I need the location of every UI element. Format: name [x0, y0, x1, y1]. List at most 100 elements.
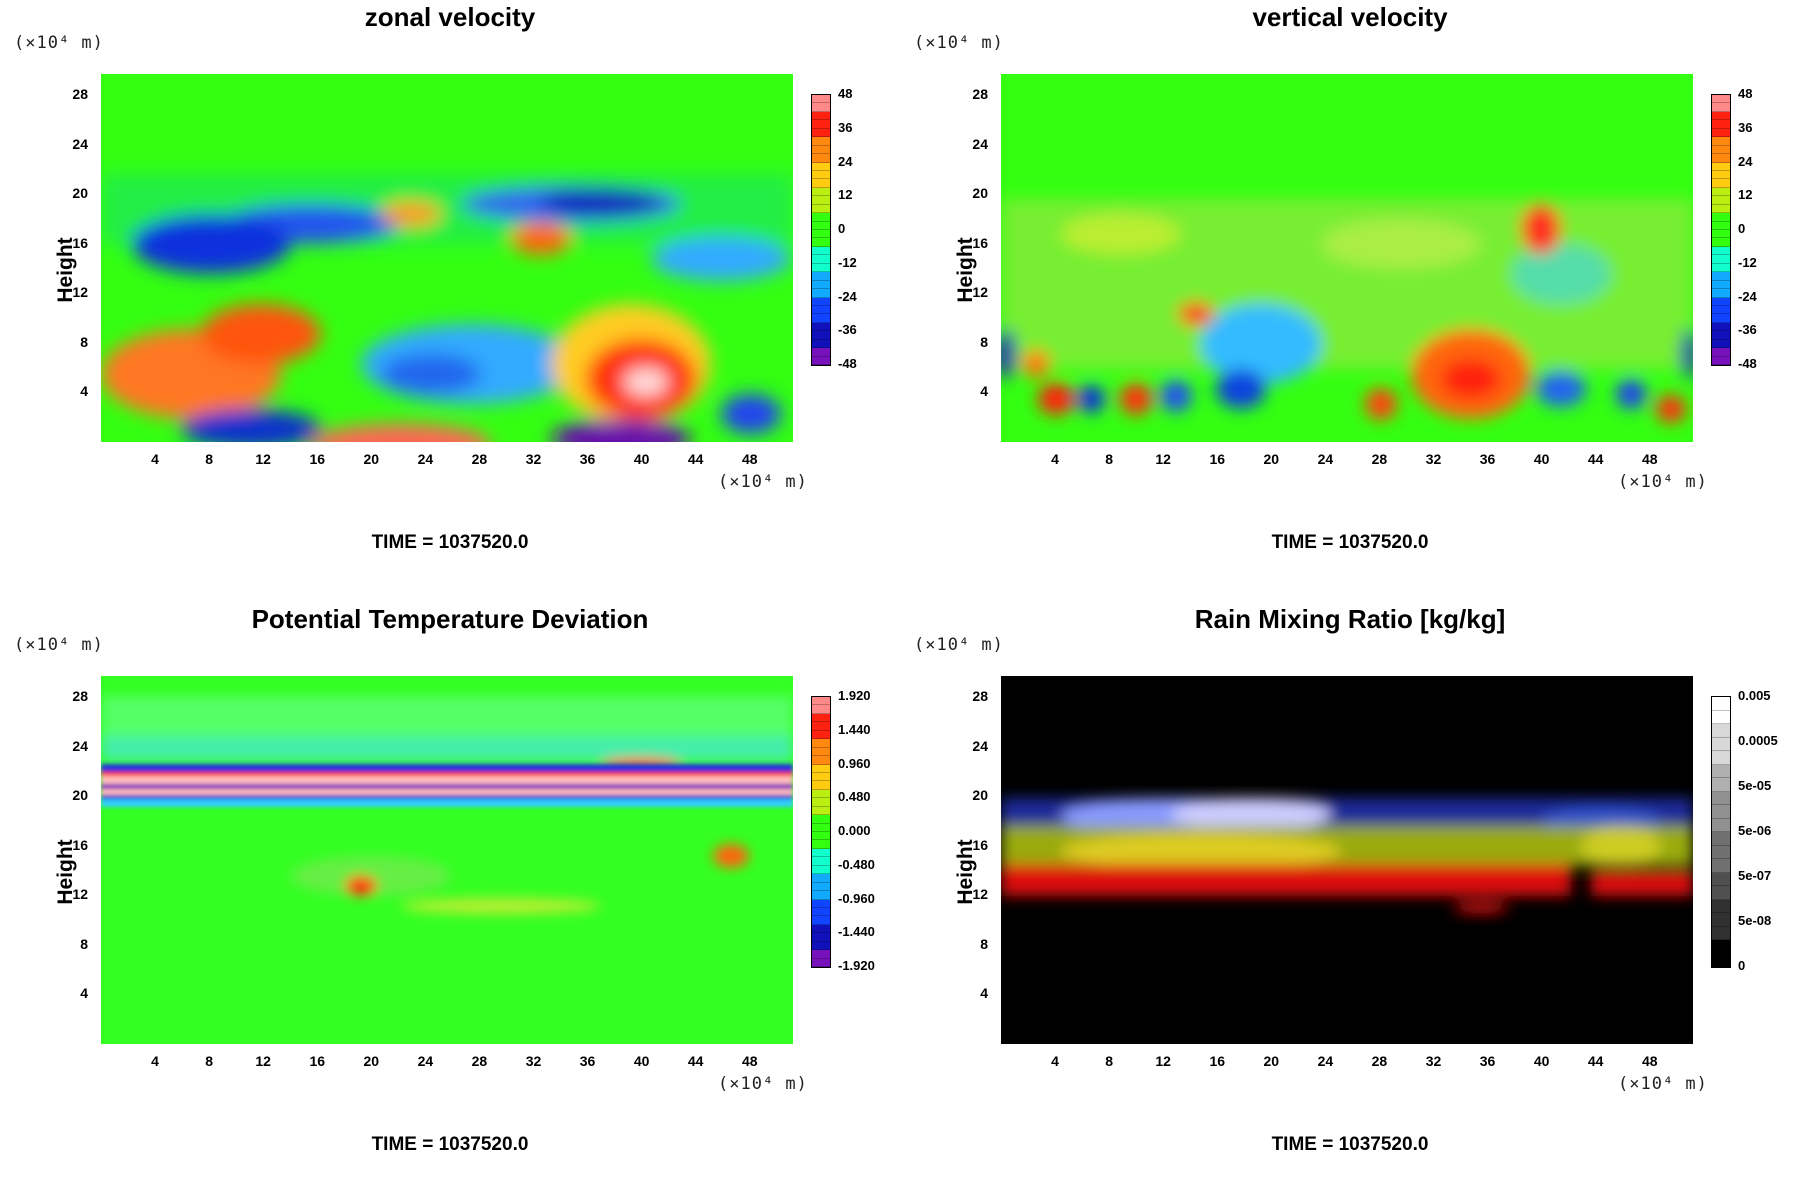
colorbar-swatch — [812, 255, 830, 264]
y-tick-label: 28 — [72, 688, 88, 705]
heatmap-vertical-velocity — [1001, 74, 1693, 442]
x-tick-label: 32 — [525, 451, 542, 467]
colorbar-tick-label: -12 — [1738, 254, 1757, 270]
colorbar-swatch — [1712, 314, 1730, 323]
panel-zonal-velocity: zonal velocity (×10⁴ m) Height — [0, 0, 900, 600]
colorbar-swatch — [812, 772, 830, 782]
colorbar-swatch — [812, 221, 830, 230]
colorbar-swatch — [1712, 805, 1730, 819]
y-tick-label: 12 — [72, 886, 88, 903]
colorbar-swatch — [1712, 356, 1730, 365]
colorbar-swatch — [812, 170, 830, 180]
colorbar-swatch — [1712, 196, 1730, 205]
y-tick-label: 24 — [972, 737, 988, 754]
field-band — [101, 696, 793, 736]
y-tick-label: 8 — [80, 935, 88, 952]
field-band — [1591, 871, 1693, 896]
colorbar-swatch — [1712, 255, 1730, 264]
colorbar-swatch — [812, 958, 830, 967]
x-tick-label: 44 — [1587, 451, 1604, 467]
x-tick-label: 16 — [309, 451, 326, 467]
colorbar-swatch — [812, 882, 830, 892]
x-tick-label: 48 — [741, 1053, 758, 1069]
x-tick-label: 32 — [1425, 451, 1442, 467]
colorbar-swatch — [812, 823, 830, 832]
x-tick-label: 24 — [417, 451, 434, 467]
field-band — [101, 776, 793, 784]
colorbar-swatch — [1712, 305, 1730, 315]
x-tick-label: 24 — [1317, 451, 1334, 467]
field-band — [1001, 864, 1571, 896]
time-label: TIME = 1037520.0 — [371, 1134, 529, 1155]
y-tick-label: 28 — [972, 86, 988, 103]
colorbar-swatch — [812, 907, 830, 917]
y-tick-label: 20 — [972, 185, 988, 202]
field-blob — [1178, 302, 1214, 326]
colorbar-tick-label: 1.440 — [838, 721, 871, 737]
field-band — [101, 772, 793, 778]
x-tick-label: 4 — [1051, 1053, 1059, 1069]
colorbar-swatch — [812, 916, 830, 925]
colorbar-swatch — [1712, 128, 1730, 138]
colorbar-swatch — [1712, 791, 1730, 805]
colorbar-swatch — [812, 874, 830, 883]
x-tick-label: 44 — [1587, 1053, 1604, 1069]
field-blob — [131, 214, 291, 274]
colorbar-swatch — [1712, 331, 1730, 340]
heatmap-potential-temperature — [101, 676, 793, 1044]
field-band — [101, 784, 793, 789]
colorbar-swatch — [1712, 832, 1730, 846]
colorbar-tick-label: 0.000 — [838, 823, 871, 838]
colorbar-tick-label: -12 — [838, 254, 857, 270]
y-tick-label: 12 — [972, 886, 988, 903]
colorbar-swatch — [1712, 145, 1730, 155]
colorbar-swatch — [812, 722, 830, 731]
colorbar-tick-label: 5e-05 — [1738, 778, 1772, 793]
colorbar — [1711, 696, 1731, 968]
field-blob — [1453, 902, 1509, 914]
colorbar-tick-label: -0.960 — [838, 890, 875, 906]
colorbar-swatch — [1712, 899, 1730, 913]
colorbar-swatch — [812, 832, 830, 841]
colorbar-swatch — [1712, 120, 1730, 129]
x-tick-label: 36 — [579, 1053, 596, 1069]
colorbar-swatch — [1712, 95, 1730, 104]
colorbar-swatch — [812, 924, 830, 934]
colorbar-swatch — [812, 305, 830, 315]
heatmap-plot-area — [101, 676, 793, 1044]
field-blob — [1120, 383, 1152, 415]
colorbar-swatch — [1712, 137, 1730, 146]
x-tick-label: 8 — [205, 1053, 214, 1069]
field-blob — [1616, 379, 1646, 409]
panel-vertical-velocity: vertical velocity (×10⁴ m) Height — [900, 0, 1800, 600]
colorbar-swatch — [812, 187, 830, 197]
field-blob — [1365, 388, 1397, 420]
field-blob — [1077, 385, 1105, 413]
heatmap-zonal-velocity — [101, 74, 793, 442]
y-tick-label: 20 — [72, 185, 88, 202]
colorbar — [1711, 94, 1731, 366]
x-tick-label: 40 — [633, 451, 650, 467]
y-tick-label: 8 — [80, 333, 88, 350]
colorbar-swatch — [812, 120, 830, 129]
x-tick-label: 16 — [1209, 451, 1226, 467]
colorbar-swatch — [812, 815, 830, 824]
x-tick-label: 12 — [255, 451, 271, 467]
x-tick-label: 4 — [151, 1053, 159, 1069]
y-tick-label: 4 — [980, 383, 988, 400]
colorbar-tick-label: 0 — [838, 221, 846, 236]
colorbar-swatch — [812, 230, 830, 239]
x-tick-label: 20 — [363, 451, 380, 467]
colorbar-swatch — [812, 356, 830, 365]
x-tick-label: 16 — [309, 1053, 326, 1069]
x-tick-label: 40 — [1533, 1053, 1550, 1069]
colorbar-swatch — [1712, 953, 1730, 967]
panel-rain-mixing-ratio: Rain Mixing Ratio [kg/kg] (×10⁴ m) Heigh… — [900, 602, 1800, 1202]
field-blob — [1511, 244, 1611, 304]
x-tick-label: 12 — [255, 1053, 271, 1069]
colorbar-swatch — [812, 95, 830, 104]
colorbar-swatch — [1712, 221, 1730, 230]
colorbar-tick-label: 12 — [838, 187, 853, 203]
field-band — [101, 736, 793, 761]
colorbar-swatch — [812, 145, 830, 155]
